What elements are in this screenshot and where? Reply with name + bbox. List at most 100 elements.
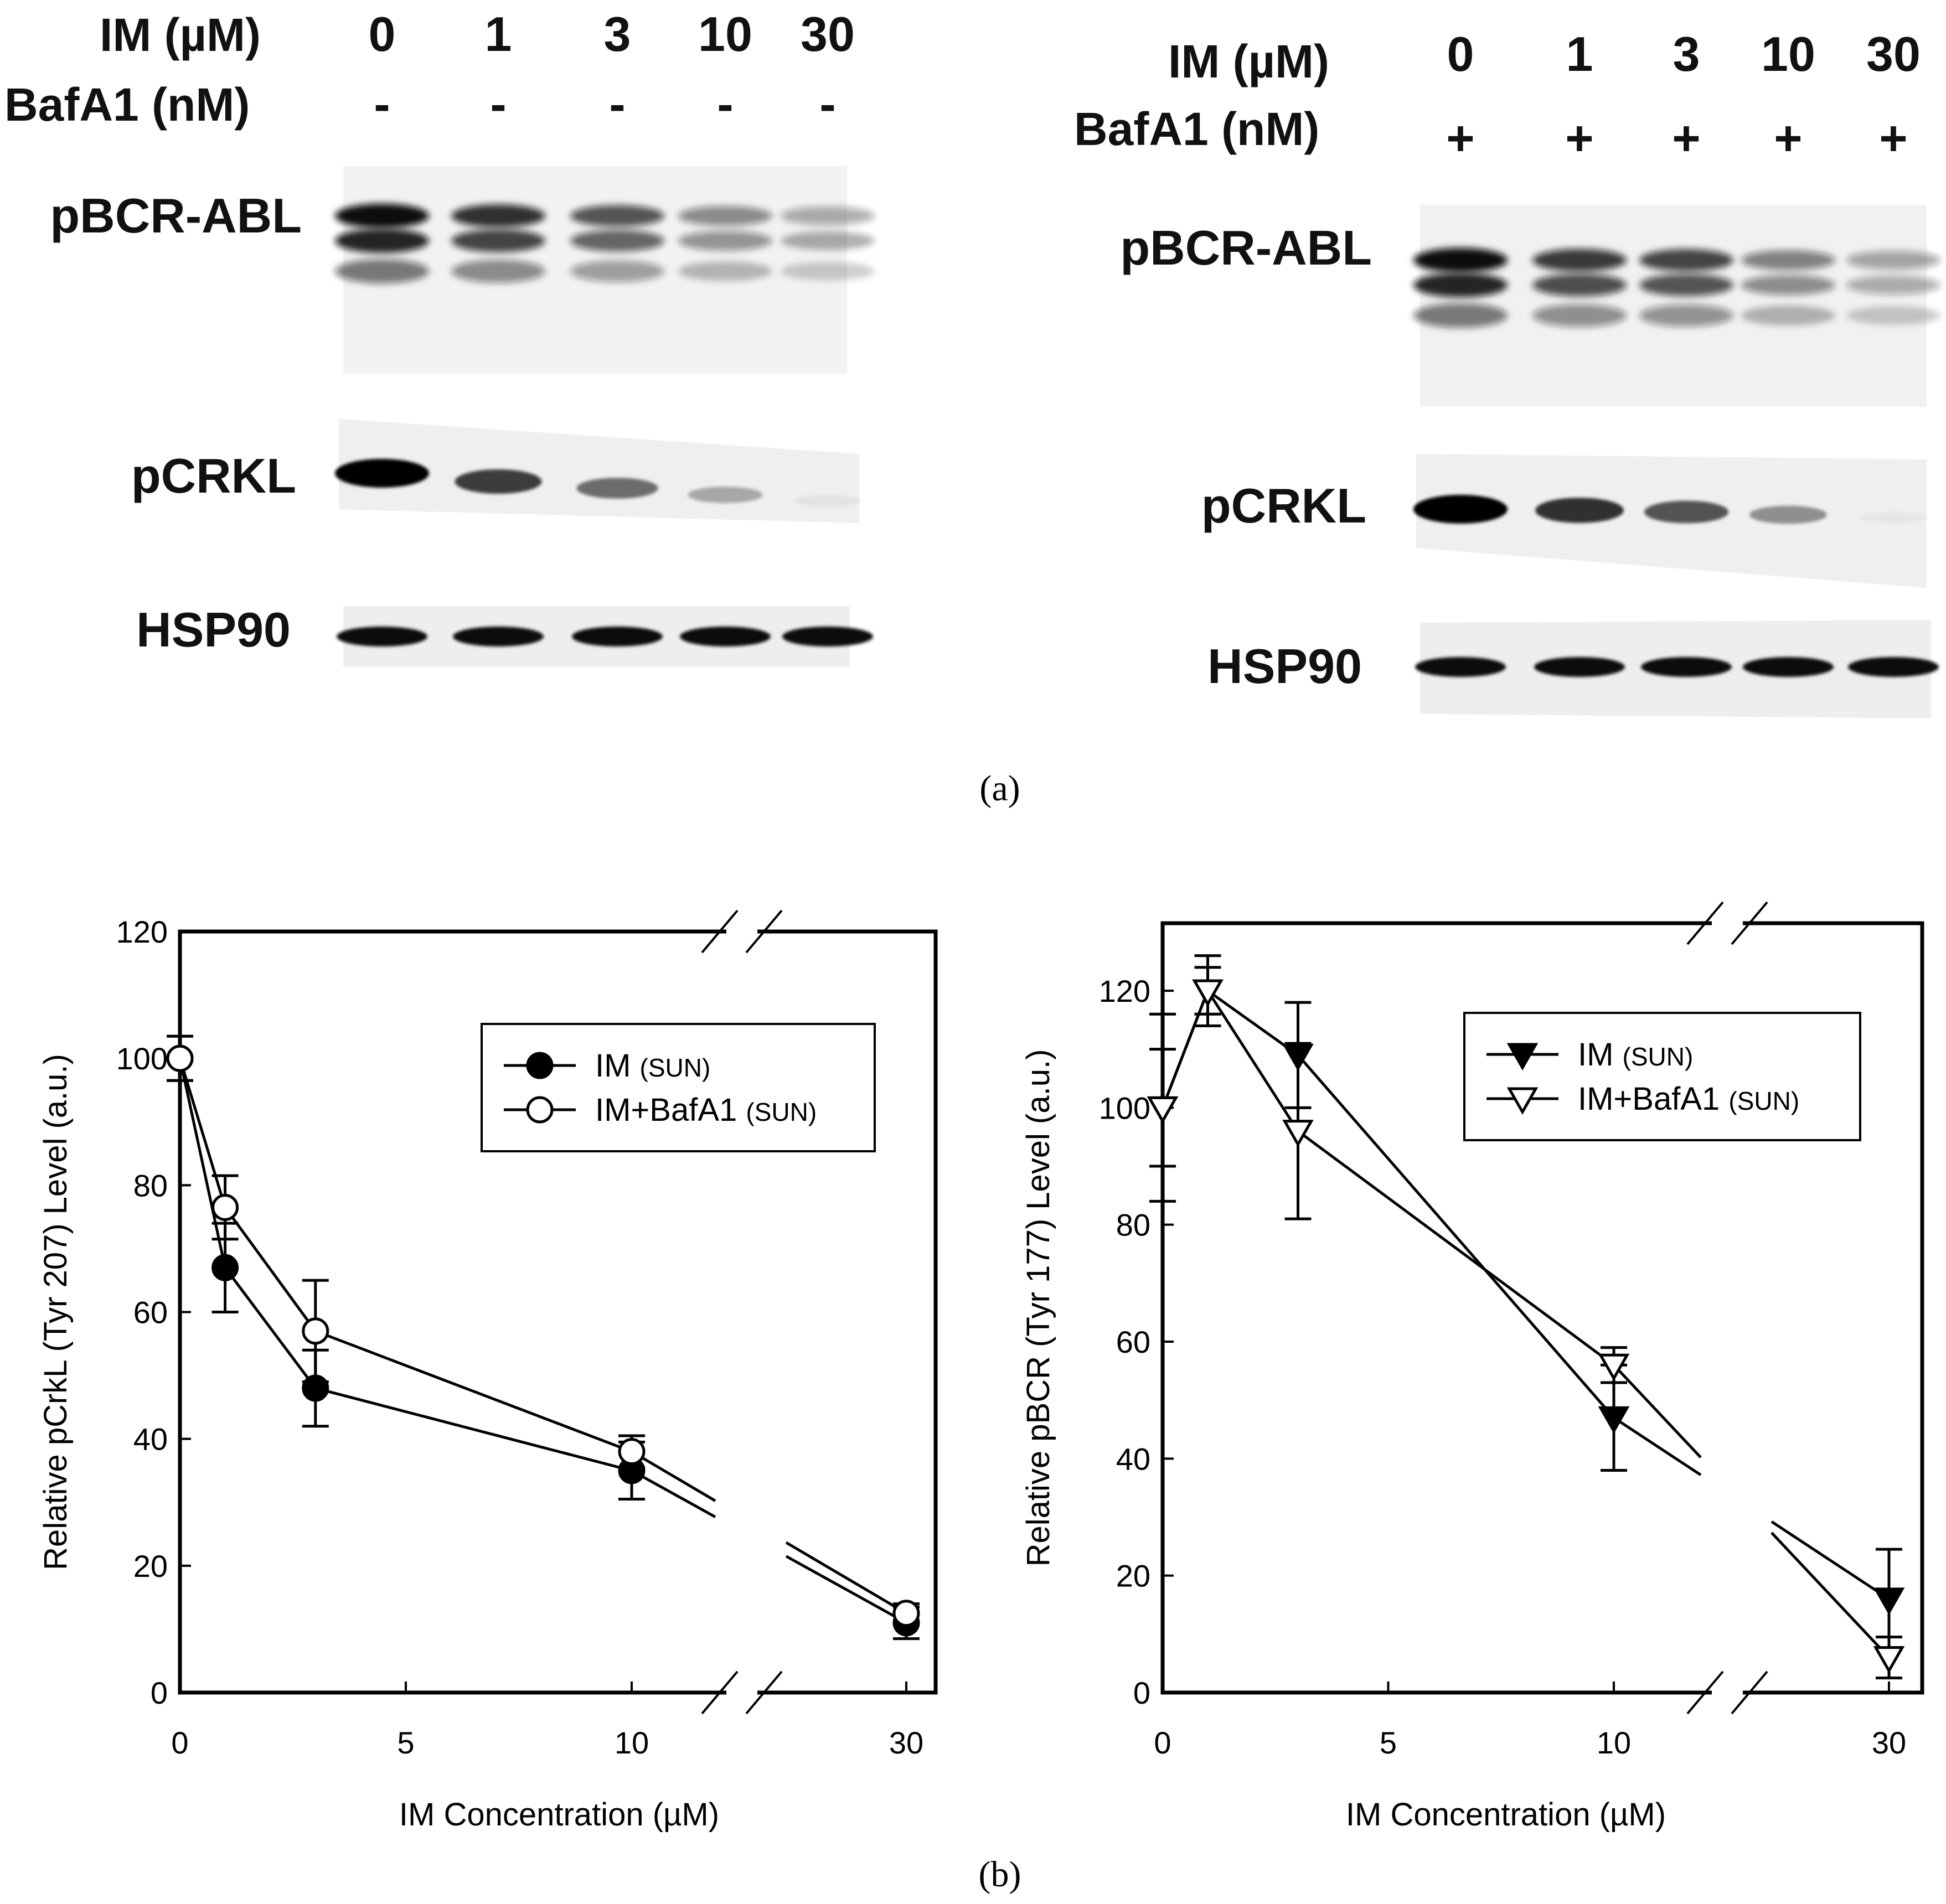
y-tick-label: 60 — [1116, 1324, 1150, 1359]
concentration-label: 3 — [604, 7, 631, 61]
bands-hsp90 — [1415, 657, 1939, 677]
concentration-labels: 0 1 3 10 30 — [1447, 27, 1921, 81]
plot-frame — [1160, 921, 1924, 1695]
data-point — [1873, 1587, 1905, 1615]
band-pbcr-abl — [1741, 250, 1835, 271]
x-axis-title: IM Concentration (µM) — [399, 1797, 719, 1833]
blot-right: IM (µM) BafA1 (nM) 0 1 3 10 30 + + + + + pBCR-AB… — [1074, 27, 1940, 718]
band-pbcr-abl — [451, 229, 545, 252]
data-point — [1192, 979, 1224, 1007]
legend: IM (SUN) IM+BafA1 (SUN) — [1463, 1012, 1861, 1141]
series-line — [1613, 1364, 1702, 1458]
y-tick-label: 20 — [133, 1549, 168, 1584]
im-label: IM (µM) — [100, 9, 261, 61]
band-pbcr-abl — [1846, 306, 1940, 325]
concentration-label: 1 — [485, 7, 512, 61]
legend-box — [1463, 1012, 1861, 1141]
band-pbcr-abl — [1741, 275, 1835, 296]
y-tick-label: 120 — [1099, 974, 1150, 1008]
data-point — [1598, 1406, 1630, 1434]
band-pcrkl — [335, 459, 429, 488]
data-point — [1598, 1353, 1630, 1382]
band-hsp90 — [782, 627, 873, 646]
protein-label-pcrkl: pCRKL — [1201, 478, 1366, 533]
panel-b-label: (b) — [979, 1854, 1021, 1895]
y-tick-label: 0 — [1133, 1675, 1150, 1710]
axis-break-mark — [1686, 901, 1724, 945]
band-pbcr-abl — [451, 204, 545, 227]
y-tick-label: 20 — [1116, 1559, 1150, 1593]
series-line — [1161, 987, 1615, 1367]
protein-label-hsp90: HSP90 — [1207, 639, 1362, 694]
series-line — [1613, 1416, 1702, 1476]
band-pbcr-abl — [570, 205, 664, 227]
band-pbcr-abl — [1532, 273, 1627, 297]
chart-pcrkl: 0 20 40 60 80 100 120 0 5 10 30 IM Concentration (µ… — [38, 909, 938, 1833]
data-point — [1147, 1096, 1179, 1124]
y-tick-label: 120 — [116, 914, 168, 949]
y-tick-label: 60 — [133, 1295, 168, 1330]
concentration-label: 1 — [1566, 27, 1593, 81]
axis-break-gap — [726, 928, 757, 935]
legend-box — [481, 1023, 876, 1152]
band-pbcr-abl — [1413, 273, 1508, 297]
band-pcrkl — [1535, 498, 1624, 523]
band-pbcr-abl — [1532, 304, 1627, 327]
series-line — [631, 1450, 716, 1502]
axis-break-mark — [1731, 1670, 1768, 1715]
band-pbcr-abl — [335, 229, 429, 253]
x-tick-label: 30 — [1872, 1725, 1906, 1760]
y-tick-label: 40 — [1116, 1441, 1150, 1476]
bafa1-mark: + — [1672, 111, 1700, 165]
bafa1-mark: + — [1446, 111, 1474, 165]
chart-pbcr: 0 20 40 60 80 100 120 0 5 10 30 IM Concentration (µ… — [1020, 901, 1924, 1833]
series-line — [178, 1058, 632, 1472]
axis-break-gap — [1712, 1689, 1743, 1696]
series-line — [1771, 1532, 1890, 1659]
bafa1-mark: + — [1774, 111, 1802, 165]
im-label: IM (µM) — [1168, 35, 1329, 87]
bafa1-mark: - — [819, 76, 835, 131]
x-tick-label: 30 — [889, 1725, 923, 1760]
concentration-label: 0 — [369, 7, 396, 61]
bafa1-mark: + — [1565, 111, 1593, 165]
legend-label: IM (SUN) — [595, 1048, 710, 1084]
band-pbcr-abl — [678, 206, 772, 226]
bands-pcrkl — [335, 459, 862, 507]
bafa1-mark: - — [717, 76, 733, 131]
x-tick-label: 0 — [171, 1725, 188, 1760]
y-tick-label: 100 — [1099, 1090, 1150, 1125]
band-pbcr-abl — [451, 260, 545, 283]
concentration-label: 10 — [1761, 27, 1815, 81]
bafa1-mark: - — [609, 76, 625, 131]
bafa1-marks: ----- — [374, 76, 835, 131]
series-line — [178, 1058, 632, 1453]
band-pbcr-abl — [1846, 251, 1940, 270]
axis-break-gap — [726, 1689, 757, 1696]
x-tick-label: 10 — [615, 1725, 649, 1760]
band-pbcr-abl — [1846, 276, 1940, 294]
series-line — [1771, 1520, 1890, 1601]
axis-break-gap — [1712, 920, 1743, 927]
bands-pbcr-abl — [335, 204, 875, 283]
band-hsp90 — [1848, 657, 1939, 677]
band-pbcr-abl — [335, 259, 429, 283]
band-pbcr-abl — [678, 261, 772, 281]
band-pbcr-abl — [1639, 273, 1733, 297]
data-point — [166, 1044, 194, 1072]
axis-break-mark — [701, 909, 739, 954]
legend-marker — [526, 1052, 554, 1079]
band-pbcr-abl — [1639, 249, 1733, 272]
band-pcrkl — [688, 487, 763, 503]
band-pbcr-abl — [335, 204, 429, 228]
protein-label-pbcr-abl: pBCR-ABL — [50, 188, 302, 243]
protein-label-hsp90: HSP90 — [136, 602, 291, 657]
bafa1-label: BafA1 (nM) — [1074, 103, 1319, 155]
band-pcrkl — [1860, 512, 1927, 523]
band-hsp90 — [453, 627, 544, 646]
legend: IM (SUN) IM+BafA1 (SUN) — [481, 1023, 876, 1152]
bafa1-label: BafA1 (nM) — [4, 79, 250, 131]
concentration-label: 0 — [1447, 27, 1474, 81]
x-tick-label: 5 — [1380, 1725, 1397, 1760]
